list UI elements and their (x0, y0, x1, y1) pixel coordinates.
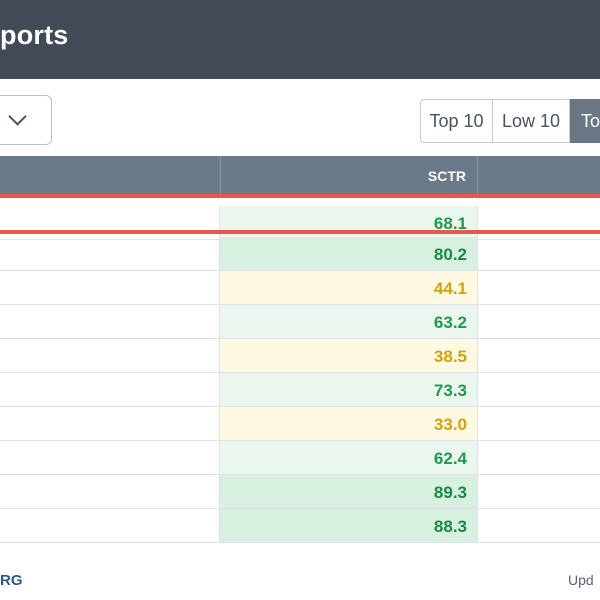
table-row[interactable]: 68.1 (0, 206, 600, 240)
table-row[interactable]: 63.2 (0, 305, 600, 339)
top-10-button[interactable]: Top 10 (420, 99, 493, 143)
page-title: ports (0, 20, 69, 50)
symbol-cell (0, 475, 220, 508)
symbol-cell (0, 339, 220, 372)
table-row[interactable]: 89.3 (0, 475, 600, 509)
low-10-button[interactable]: Low 10 (493, 99, 570, 143)
symbol-cell (0, 206, 220, 239)
symbol-cell (0, 509, 220, 542)
brand-text[interactable]: RG (0, 572, 23, 589)
sctr-cell: 80.2 (220, 237, 478, 270)
symbol-cell (0, 407, 220, 440)
symbol-cell (0, 237, 220, 270)
sctr-cell: 33.0 (220, 407, 478, 440)
table-row[interactable]: 33.0 (0, 407, 600, 441)
symbol-cell (0, 441, 220, 474)
filter-button-group: Top 10 Low 10 To (420, 99, 600, 143)
page-header: ports (0, 0, 600, 79)
sctr-cell: 73.3 (220, 373, 478, 406)
top-button-active[interactable]: To (570, 99, 600, 143)
table-row[interactable]: 62.4 (0, 441, 600, 475)
sctr-column-header[interactable]: SCTR (427, 168, 466, 184)
table-row[interactable]: 88.3 (0, 509, 600, 543)
table-row[interactable]: 44.1 (0, 271, 600, 305)
table-row[interactable]: 73.3 (0, 373, 600, 407)
symbol-cell (0, 305, 220, 338)
table-row[interactable]: 80.2 (0, 237, 600, 271)
update-text: Upd (568, 572, 594, 588)
sctr-cell: 62.4 (220, 441, 478, 474)
table-header: SCTR (0, 156, 600, 194)
column-divider (477, 156, 478, 194)
sctr-cell: 63.2 (220, 305, 478, 338)
table-row[interactable]: 38.5 (0, 339, 600, 373)
sctr-cell: 89.3 (220, 475, 478, 508)
highlight-line-bottom (0, 230, 600, 234)
sctr-cell: 44.1 (220, 271, 478, 304)
sctr-cell: 88.3 (220, 509, 478, 542)
column-divider (220, 156, 221, 194)
highlight-line-top (0, 194, 600, 198)
symbol-cell (0, 373, 220, 406)
sctr-cell: 68.1 (220, 206, 478, 239)
sctr-cell: 38.5 (220, 339, 478, 372)
group-select[interactable] (0, 95, 52, 145)
chevron-down-icon (8, 107, 27, 126)
symbol-cell (0, 271, 220, 304)
